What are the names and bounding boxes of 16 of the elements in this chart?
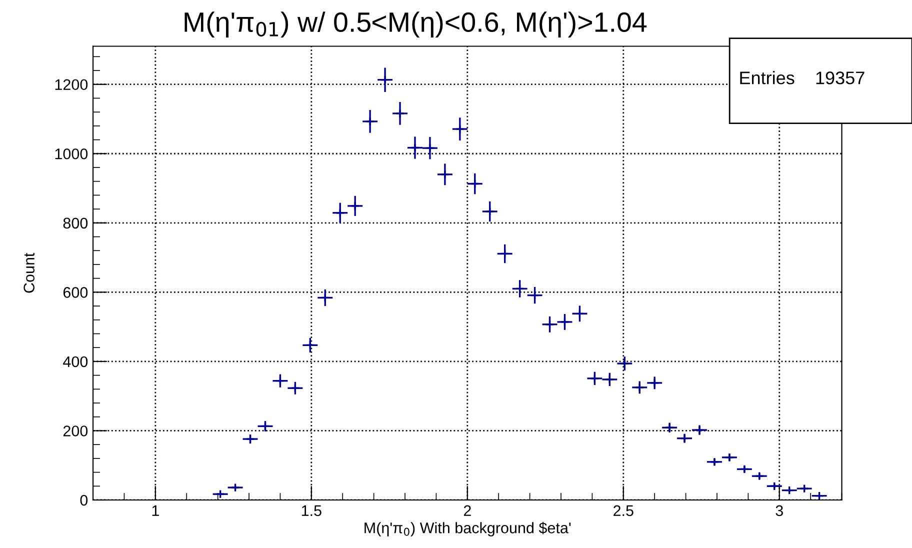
chart-title: M(η'π$_{01}$) w/ 0.5<M(η)<0.6, M(η')>1.04 (184, 12, 647, 38)
annotation: Entries 19357 (740, 71, 864, 84)
x-tick-label: 3 (776, 505, 783, 516)
x-tick-label: 2.5 (614, 505, 634, 516)
y-tick-label: 1000 (55, 148, 88, 160)
x-tick-label: 1 (152, 505, 159, 516)
y-tick-label: 800 (63, 218, 88, 229)
x-tick-label: 2 (464, 505, 471, 516)
x-tick-label: 1.5 (302, 505, 322, 516)
y-tick-label: 1200 (55, 79, 88, 90)
y-tick-label: 0 (80, 494, 88, 506)
x-axis-title: M(η'π$_{0}$) With background $eta' (364, 522, 571, 536)
y-tick-label: 600 (63, 287, 88, 298)
y-tick-label: 400 (63, 356, 88, 368)
y-tick-label: 200 (63, 426, 88, 436)
y-axis-title: Count (24, 252, 34, 293)
